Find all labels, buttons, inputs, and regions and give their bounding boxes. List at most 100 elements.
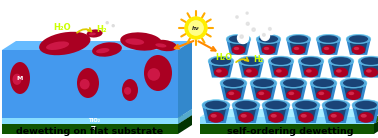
Ellipse shape: [366, 69, 372, 73]
Text: Ti: Ti: [91, 127, 97, 132]
Ellipse shape: [155, 43, 166, 47]
Circle shape: [185, 17, 207, 39]
Polygon shape: [349, 40, 368, 53]
Ellipse shape: [283, 79, 304, 87]
Polygon shape: [208, 61, 234, 78]
Ellipse shape: [120, 32, 162, 51]
Ellipse shape: [298, 56, 324, 66]
Ellipse shape: [39, 32, 90, 55]
Ellipse shape: [334, 67, 348, 77]
Circle shape: [246, 12, 248, 14]
Ellipse shape: [220, 78, 247, 88]
Polygon shape: [229, 40, 248, 53]
Polygon shape: [292, 105, 320, 123]
Ellipse shape: [268, 56, 294, 66]
Ellipse shape: [10, 62, 30, 94]
Circle shape: [245, 10, 251, 18]
Ellipse shape: [358, 112, 374, 123]
Ellipse shape: [343, 79, 364, 87]
Polygon shape: [259, 40, 278, 53]
Ellipse shape: [205, 101, 227, 109]
Text: M: M: [17, 75, 23, 80]
Polygon shape: [220, 83, 247, 100]
Ellipse shape: [331, 114, 337, 118]
Ellipse shape: [12, 74, 22, 85]
Circle shape: [266, 26, 276, 34]
Ellipse shape: [144, 55, 172, 91]
Ellipse shape: [276, 69, 282, 73]
Ellipse shape: [294, 47, 299, 50]
Ellipse shape: [358, 56, 378, 66]
Circle shape: [234, 14, 242, 22]
Ellipse shape: [325, 101, 347, 109]
Polygon shape: [328, 61, 354, 78]
Polygon shape: [295, 106, 317, 121]
Ellipse shape: [361, 114, 367, 118]
Polygon shape: [241, 62, 261, 76]
Ellipse shape: [322, 100, 350, 110]
FancyArrowPatch shape: [175, 41, 194, 49]
Polygon shape: [211, 62, 231, 76]
Polygon shape: [253, 84, 274, 98]
Ellipse shape: [316, 34, 341, 44]
Polygon shape: [298, 61, 324, 78]
Circle shape: [249, 26, 260, 36]
Ellipse shape: [208, 112, 224, 123]
Ellipse shape: [301, 114, 307, 118]
Ellipse shape: [286, 34, 311, 44]
Ellipse shape: [274, 67, 288, 77]
Polygon shape: [232, 105, 260, 123]
Polygon shape: [2, 115, 192, 124]
Text: self-ordering dewetting: self-ordering dewetting: [227, 128, 353, 136]
Ellipse shape: [298, 112, 314, 123]
Ellipse shape: [301, 57, 321, 65]
FancyArrowPatch shape: [198, 41, 215, 51]
Ellipse shape: [223, 79, 244, 87]
Ellipse shape: [271, 114, 277, 118]
Ellipse shape: [92, 42, 122, 57]
Circle shape: [237, 33, 248, 43]
Ellipse shape: [331, 57, 351, 65]
Polygon shape: [355, 106, 376, 121]
Ellipse shape: [313, 79, 334, 87]
Ellipse shape: [214, 67, 228, 77]
Polygon shape: [374, 116, 378, 134]
Text: H₂O: H₂O: [215, 54, 232, 63]
Polygon shape: [316, 39, 341, 55]
Ellipse shape: [244, 67, 258, 77]
Polygon shape: [2, 41, 192, 50]
Polygon shape: [223, 84, 244, 98]
Ellipse shape: [228, 92, 234, 95]
Polygon shape: [2, 118, 178, 124]
Ellipse shape: [238, 112, 254, 123]
Polygon shape: [340, 83, 367, 100]
Polygon shape: [361, 62, 378, 76]
Ellipse shape: [46, 41, 69, 50]
Polygon shape: [235, 106, 257, 121]
Polygon shape: [280, 83, 307, 100]
Circle shape: [189, 21, 203, 35]
Ellipse shape: [352, 100, 378, 110]
Ellipse shape: [202, 100, 230, 110]
Ellipse shape: [264, 47, 269, 50]
Polygon shape: [256, 39, 281, 55]
Polygon shape: [200, 117, 374, 124]
Ellipse shape: [324, 47, 329, 50]
Ellipse shape: [306, 69, 312, 73]
Circle shape: [110, 23, 118, 30]
Ellipse shape: [304, 67, 318, 77]
Ellipse shape: [226, 90, 241, 100]
Polygon shape: [346, 39, 371, 55]
Ellipse shape: [289, 35, 308, 43]
Polygon shape: [178, 115, 192, 134]
Ellipse shape: [77, 68, 99, 98]
Ellipse shape: [361, 57, 378, 65]
Ellipse shape: [364, 67, 378, 77]
Circle shape: [246, 22, 249, 25]
Polygon shape: [200, 116, 378, 124]
Ellipse shape: [271, 57, 291, 65]
Ellipse shape: [292, 45, 305, 55]
Ellipse shape: [262, 45, 275, 55]
Ellipse shape: [250, 78, 277, 88]
Ellipse shape: [216, 69, 222, 73]
